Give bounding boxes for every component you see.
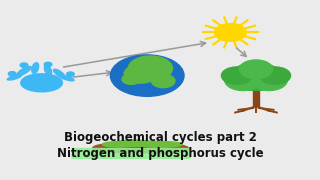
Ellipse shape xyxy=(109,142,160,152)
Circle shape xyxy=(128,56,172,81)
FancyBboxPatch shape xyxy=(72,148,190,158)
Circle shape xyxy=(124,64,157,83)
FancyBboxPatch shape xyxy=(253,88,259,106)
Circle shape xyxy=(44,62,52,67)
Ellipse shape xyxy=(131,144,189,153)
Ellipse shape xyxy=(17,66,31,76)
Ellipse shape xyxy=(44,65,52,75)
Circle shape xyxy=(221,67,252,84)
Text: Nitrogen and phosphorus cycle: Nitrogen and phosphorus cycle xyxy=(57,147,263,160)
Text: Biogeochemical cycles part 2: Biogeochemical cycles part 2 xyxy=(64,131,256,144)
Circle shape xyxy=(260,67,291,84)
Ellipse shape xyxy=(138,141,182,147)
Ellipse shape xyxy=(102,142,134,147)
Ellipse shape xyxy=(32,63,39,73)
Circle shape xyxy=(110,55,184,96)
Circle shape xyxy=(8,72,16,76)
Circle shape xyxy=(231,62,281,91)
Ellipse shape xyxy=(21,74,62,92)
Ellipse shape xyxy=(115,140,154,146)
Circle shape xyxy=(225,70,262,91)
Ellipse shape xyxy=(7,75,21,80)
Circle shape xyxy=(20,63,28,67)
Ellipse shape xyxy=(53,69,65,78)
Circle shape xyxy=(67,72,74,76)
Circle shape xyxy=(151,74,175,88)
Ellipse shape xyxy=(93,144,138,152)
Circle shape xyxy=(239,60,273,79)
Circle shape xyxy=(250,70,287,91)
Circle shape xyxy=(215,24,246,41)
Ellipse shape xyxy=(60,76,74,81)
Circle shape xyxy=(122,74,140,84)
